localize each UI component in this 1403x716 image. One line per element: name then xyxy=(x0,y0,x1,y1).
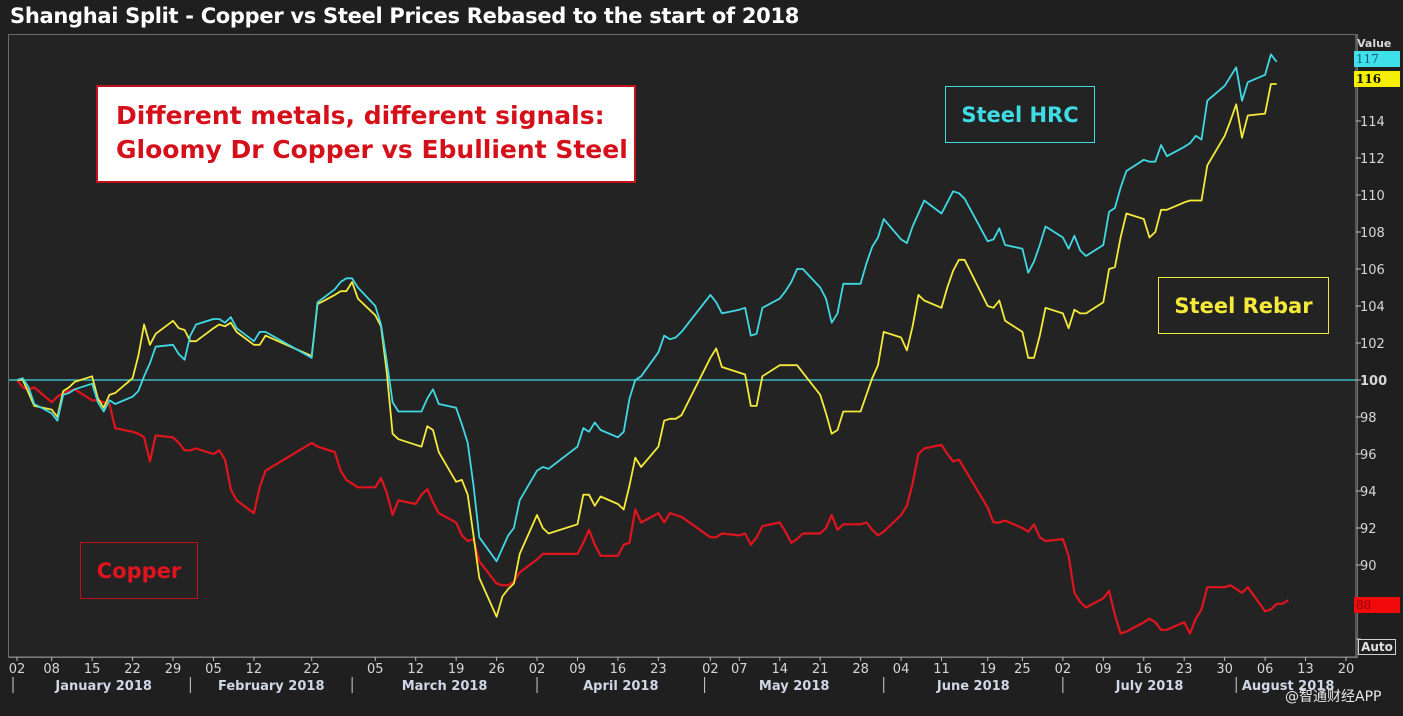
copper-label: Copper xyxy=(80,542,198,599)
y-tick-label: 112 xyxy=(1360,152,1385,167)
month-label: August 2018 xyxy=(1242,679,1335,694)
x-tick-label: 05 xyxy=(367,662,384,677)
series-line-steel-hrc xyxy=(16,53,1278,563)
x-tick-label: 23 xyxy=(650,662,667,677)
value-axis-header: Value xyxy=(1357,37,1392,50)
x-tick-label: 22 xyxy=(303,662,320,677)
month-label: April 2018 xyxy=(583,679,658,694)
x-tick-label: 15 xyxy=(84,662,101,677)
x-tick-label: 16 xyxy=(1135,662,1152,677)
x-tick-label: 02 xyxy=(702,662,719,677)
month-label: May 2018 xyxy=(759,679,830,694)
y-axis: 90 92 94 96 98 100 102 104 106 108 110 112 114 xyxy=(1355,35,1387,657)
month-label: January 2018 xyxy=(54,679,151,694)
month-label: March 2018 xyxy=(402,679,488,694)
x-tick-label: 26 xyxy=(488,662,505,677)
x-tick-label: 23 xyxy=(1176,662,1193,677)
series-line-copper xyxy=(16,379,1289,635)
x-tick-label: 04 xyxy=(893,662,910,677)
x-tick-label: 11 xyxy=(933,662,950,677)
x-tick-label: 12 xyxy=(246,662,263,677)
chart-title: Shanghai Split - Copper vs Steel Prices … xyxy=(10,4,800,28)
month-label: February 2018 xyxy=(218,679,325,694)
x-tick-label: 02 xyxy=(529,662,546,677)
auto-scale-button[interactable]: Auto xyxy=(1358,639,1396,655)
x-tick-label: 13 xyxy=(1297,662,1314,677)
x-tick-label: 30 xyxy=(1216,662,1233,677)
x-tick-label: 19 xyxy=(448,662,465,677)
month-label: June 2018 xyxy=(936,679,1010,694)
headline-line-2: Gloomy Dr Copper vs Ebullient Steel xyxy=(116,135,628,164)
steel-rebar-label: Steel Rebar xyxy=(1158,277,1329,334)
x-tick-label: 02 xyxy=(9,662,26,677)
x-tick-label: 20 xyxy=(1338,662,1355,677)
y-tick-label: 98 xyxy=(1360,411,1377,426)
y-tick-label: 92 xyxy=(1360,522,1377,537)
y-tick-label: 90 xyxy=(1360,559,1377,574)
series-layer xyxy=(16,53,1289,635)
copper-last-value-badge: 88 xyxy=(1354,597,1400,613)
y-tick-label: 106 xyxy=(1360,263,1385,278)
y-tick-label: 104 xyxy=(1360,300,1385,315)
steel-hrc-label: Steel HRC xyxy=(945,86,1095,143)
x-tick-label: 28 xyxy=(852,662,869,677)
x-tick-label: 09 xyxy=(569,662,586,677)
y-tick-label: 110 xyxy=(1360,189,1385,204)
x-tick-label: 02 xyxy=(1055,662,1072,677)
y-tick-label: 96 xyxy=(1360,448,1377,463)
y-tick-label: 94 xyxy=(1360,485,1377,500)
x-tick-label: 05 xyxy=(205,662,222,677)
watermark: @智通财经APP xyxy=(1285,689,1382,705)
month-label: July 2018 xyxy=(1115,679,1184,694)
y-tick-label: 102 xyxy=(1360,337,1385,352)
x-tick-label: 07 xyxy=(731,662,748,677)
x-tick-label: 12 xyxy=(407,662,424,677)
x-tick-label: 09 xyxy=(1095,662,1112,677)
x-tick-label: 25 xyxy=(1014,662,1031,677)
y-tick-label: 108 xyxy=(1360,226,1385,241)
y-tick-label: 114 xyxy=(1360,115,1385,130)
x-axis: 02 08 15 22 29 05 12 22 05 12 19 26 02 09 16 23 02 07 14 21… xyxy=(9,656,1356,694)
headline-annotation: Different metals, different signals: Glo… xyxy=(96,85,636,183)
x-tick-label: 06 xyxy=(1257,662,1274,677)
x-tick-label: 16 xyxy=(610,662,627,677)
hrc-last-value-badge: 117 xyxy=(1354,51,1400,67)
headline-line-1: Different metals, different signals: xyxy=(116,101,605,130)
y-tick-label: 100 xyxy=(1360,374,1387,389)
rebar-last-value-badge: 116 xyxy=(1354,71,1400,87)
x-tick-label: 22 xyxy=(124,662,141,677)
x-tick-label: 29 xyxy=(165,662,182,677)
series-line-steel-rebar xyxy=(17,83,1277,618)
x-tick-label: 19 xyxy=(979,662,996,677)
x-tick-label: 21 xyxy=(812,662,829,677)
x-tick-label: 14 xyxy=(771,662,788,677)
x-tick-label: 08 xyxy=(43,662,60,677)
